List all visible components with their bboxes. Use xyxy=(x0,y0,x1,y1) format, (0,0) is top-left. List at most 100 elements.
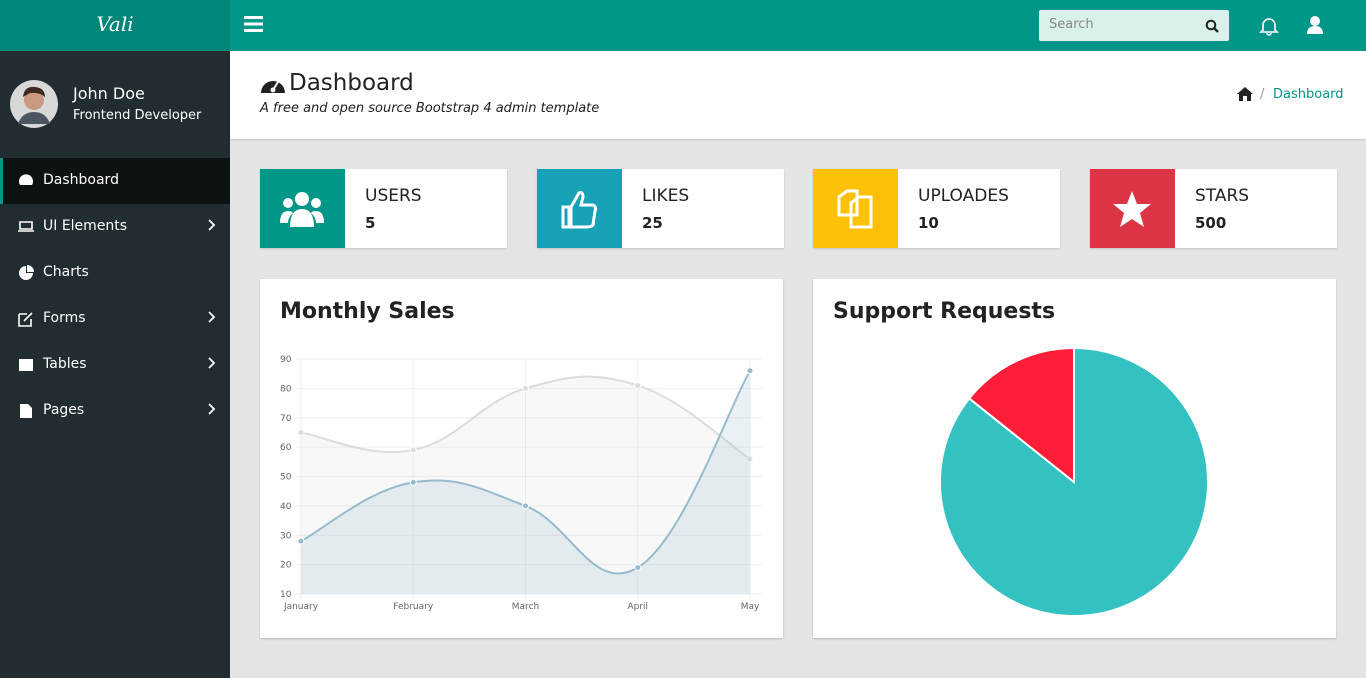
area xyxy=(301,370,750,594)
point xyxy=(297,537,305,545)
icon-bg xyxy=(260,169,345,248)
page-title: Dashboard xyxy=(289,70,414,96)
point xyxy=(297,428,305,436)
stat-widget: STARS 500 xyxy=(1090,169,1337,248)
point xyxy=(409,446,417,454)
menu-icon xyxy=(20,404,32,418)
line-chart: 10 20 30 40 50 60 70 80 90 January February March Ap… xyxy=(280,355,762,612)
icon-shape xyxy=(20,404,32,418)
point xyxy=(522,384,529,392)
chart-title: Monthly Sales xyxy=(280,299,455,324)
chevron-shape xyxy=(208,311,216,323)
widget-value: 500 xyxy=(1195,214,1227,232)
widget-label: UPLOADES xyxy=(918,186,1009,206)
pie-chart xyxy=(939,346,1209,617)
y-tick-label: 10 xyxy=(280,590,292,600)
y-tick-label: 40 xyxy=(280,502,292,512)
widget-icon xyxy=(537,169,622,248)
widget-label: USERS xyxy=(365,186,422,206)
chevron xyxy=(208,403,216,415)
breadcrumb[interactable]: Dashboard xyxy=(1273,87,1344,102)
menu-item[interactable]: UI Elements xyxy=(0,204,230,250)
widget-value: 25 xyxy=(642,214,663,232)
title-bar xyxy=(230,51,1366,139)
user-icon[interactable] xyxy=(1306,15,1324,35)
menu-icon xyxy=(19,265,34,280)
menu-label: Dashboard xyxy=(43,172,119,188)
line-chart-card: Monthly Sales 10 20 30 40 50 60 70 80 90 January F… xyxy=(260,279,783,638)
chart-title: Support Requests xyxy=(833,299,1056,324)
chevron xyxy=(208,219,216,231)
y-tick-label: 50 xyxy=(280,473,292,483)
menu-label: Tables xyxy=(43,356,87,372)
widget-icon xyxy=(260,169,345,248)
widget-value: 10 xyxy=(918,214,939,232)
point xyxy=(746,367,754,375)
menu-label: UI Elements xyxy=(43,218,128,234)
y-tick-label: 60 xyxy=(280,443,292,453)
chevron-shape xyxy=(208,219,216,231)
chevron xyxy=(208,311,216,323)
search-placeholder: Search xyxy=(1049,17,1094,32)
menu-item[interactable]: Forms xyxy=(0,296,230,342)
line xyxy=(300,370,751,575)
widget-icon xyxy=(1090,169,1175,248)
point xyxy=(634,564,642,572)
search-box[interactable]: Search xyxy=(1039,10,1229,41)
icon-shape xyxy=(18,221,34,232)
y-tick-label: 20 xyxy=(280,561,292,571)
icon-shape xyxy=(19,174,33,185)
avatar xyxy=(10,80,58,128)
widget-value: 5 xyxy=(365,214,376,232)
user-name: John Doe xyxy=(73,84,145,103)
point xyxy=(522,502,529,510)
chevron-shape xyxy=(208,357,216,369)
menu-item[interactable]: Tables xyxy=(0,342,230,388)
area xyxy=(301,376,750,594)
dashboard-icon xyxy=(261,81,285,93)
y-tick-label: 80 xyxy=(280,384,292,394)
point xyxy=(634,381,642,389)
icon-shape xyxy=(18,312,33,327)
home-icon[interactable] xyxy=(1237,87,1253,101)
breadcrumb-separator: / xyxy=(1260,87,1265,102)
sidebar xyxy=(0,51,230,678)
menu-icon xyxy=(19,174,33,185)
menu-label: Forms xyxy=(43,310,86,326)
menu-icon xyxy=(18,221,34,232)
icon-bg xyxy=(537,169,622,248)
notification-icon[interactable] xyxy=(1259,16,1279,36)
x-tick-label: January xyxy=(283,602,319,612)
page-subtitle: A free and open source Bootstrap 4 admin… xyxy=(260,101,600,116)
x-tick-label: May xyxy=(741,602,760,612)
widget-label: STARS xyxy=(1195,186,1250,206)
menu-item[interactable]: Pages xyxy=(0,388,230,434)
menu-item[interactable]: Charts xyxy=(0,250,230,296)
widget-label: LIKES xyxy=(642,186,690,206)
chevron xyxy=(208,357,216,369)
stat-widget: UPLOADES 10 xyxy=(813,169,1060,248)
user-role: Frontend Developer xyxy=(73,108,202,123)
pie-chart-card: Support Requests xyxy=(813,279,1336,638)
icon-shape xyxy=(19,359,33,371)
menu-label: Charts xyxy=(43,264,89,280)
menu-toggle[interactable] xyxy=(244,15,264,33)
x-tick-label: April xyxy=(627,602,648,612)
menu-label: Pages xyxy=(43,402,85,418)
y-tick-label: 70 xyxy=(280,414,292,424)
point xyxy=(746,455,754,463)
stat-widget: USERS 5 xyxy=(260,169,507,248)
x-tick-label: March xyxy=(512,602,539,612)
icon-shape xyxy=(19,265,34,280)
x-tick-label: February xyxy=(393,602,434,612)
brand[interactable]: Vali xyxy=(0,0,230,51)
menu-item[interactable]: Dashboard xyxy=(0,158,230,204)
widget-icon xyxy=(813,169,898,248)
search-icon[interactable] xyxy=(1205,19,1219,33)
point xyxy=(409,478,417,486)
chevron-shape xyxy=(208,403,216,415)
stat-widget: LIKES 25 xyxy=(537,169,784,248)
menu-icon xyxy=(18,312,33,327)
